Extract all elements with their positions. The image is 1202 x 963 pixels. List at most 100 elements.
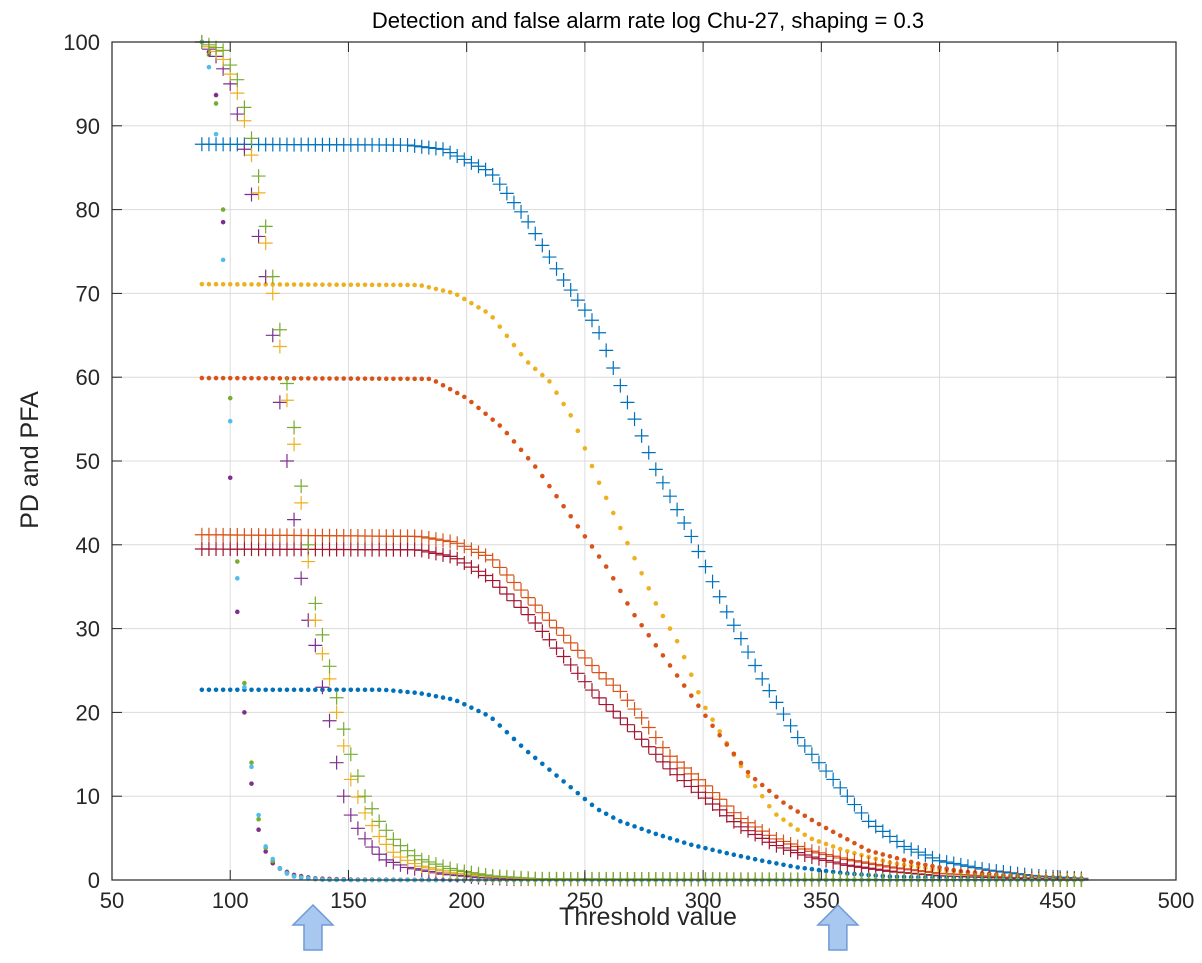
plus-marker [733, 819, 748, 834]
plus-marker [705, 797, 720, 812]
plus-marker [471, 866, 486, 881]
plus-marker [436, 547, 451, 562]
plus-marker [329, 755, 344, 770]
dot-marker [440, 695, 446, 700]
dot-marker [618, 819, 623, 824]
dot-marker [249, 760, 254, 765]
dot-marker [596, 480, 602, 486]
dot-marker [483, 712, 488, 717]
dot-marker [688, 672, 694, 677]
plus-marker [769, 838, 784, 853]
y-tick-label: 100 [63, 30, 100, 55]
plus-marker [584, 658, 599, 673]
plus-marker [663, 749, 678, 764]
plus-marker [521, 214, 536, 229]
y-tick-label: 80 [76, 198, 100, 223]
plus-marker [804, 850, 819, 865]
plus-marker [265, 269, 280, 284]
plus-marker [641, 720, 656, 735]
plus-marker [840, 789, 855, 804]
plus-marker [471, 159, 486, 174]
plus-marker [670, 767, 685, 782]
plus-marker [663, 761, 678, 776]
plus-marker [776, 707, 791, 722]
plus-marker [272, 395, 287, 410]
plus-marker [847, 797, 862, 812]
x-tick-label: 150 [330, 888, 367, 913]
plus-marker [592, 665, 607, 680]
plus-marker [634, 710, 649, 725]
plus-marker [357, 831, 372, 846]
dot-marker [603, 564, 609, 569]
plus-marker [655, 754, 670, 769]
plus-marker [443, 549, 458, 564]
plus-marker [237, 113, 252, 128]
plus-marker [655, 475, 670, 490]
plus-marker [584, 683, 599, 698]
plus-marker [471, 545, 486, 560]
dot-marker [391, 282, 396, 288]
plus-marker [613, 378, 628, 393]
dot-marker [717, 849, 722, 854]
x-tick-label: 250 [567, 888, 604, 913]
plus-marker [372, 814, 387, 829]
dot-marker [334, 376, 339, 381]
plus-marker [230, 86, 245, 101]
dot-marker [625, 821, 630, 827]
plus-marker [677, 516, 692, 531]
dot-marker [298, 282, 304, 287]
plus-marker [677, 773, 692, 788]
plus-marker [719, 808, 734, 823]
dot-marker [717, 729, 722, 734]
dot-marker [242, 282, 247, 287]
plus-marker [272, 322, 287, 337]
dot-marker [752, 776, 758, 782]
plus-marker [925, 850, 940, 865]
plus-marker [308, 613, 323, 628]
dot-marker [235, 687, 240, 693]
plus-marker [797, 847, 812, 862]
plus-marker [514, 600, 529, 615]
dot-marker [227, 395, 233, 401]
dot-marker [568, 784, 574, 790]
plus-marker [684, 766, 699, 781]
dot-marker [376, 376, 382, 381]
dot-marker [369, 282, 375, 288]
plus-marker [577, 674, 592, 689]
plus-marker [464, 560, 479, 575]
ticks: 50 100 150 200 250 300 350 400 450 50001020304050… [63, 30, 1194, 913]
dot-marker [284, 282, 290, 287]
dot-marker [745, 773, 751, 779]
dot-marker [703, 713, 708, 719]
plus-marker [535, 238, 550, 253]
dot-marker [554, 493, 559, 499]
dot-marker [752, 783, 758, 789]
dot-marker [270, 687, 276, 693]
plus-marker [343, 772, 358, 787]
plus-marker [762, 835, 777, 850]
dot-marker [398, 689, 403, 694]
dot-marker [589, 463, 595, 469]
plus-marker [478, 548, 493, 563]
plus-marker [485, 167, 500, 182]
plus-marker [521, 607, 536, 622]
dot-marker [660, 833, 666, 839]
plus-marker [592, 325, 607, 340]
dot-marker [767, 788, 772, 794]
dot-marker [391, 376, 396, 382]
dot-marker [249, 764, 254, 770]
dot-marker [256, 812, 261, 818]
dot-marker [717, 733, 722, 738]
dot-marker [823, 825, 829, 831]
plus-marker [840, 858, 855, 873]
dot-marker [305, 687, 311, 693]
plus-marker [748, 658, 763, 673]
dot-marker [291, 687, 297, 693]
dot-marker [518, 447, 524, 453]
plus-marker [542, 250, 557, 265]
dot-marker [724, 850, 730, 856]
dot-marker [298, 376, 304, 381]
dot-marker [249, 282, 254, 287]
y-tick-label: 60 [76, 365, 100, 390]
plus-marker [365, 801, 380, 816]
